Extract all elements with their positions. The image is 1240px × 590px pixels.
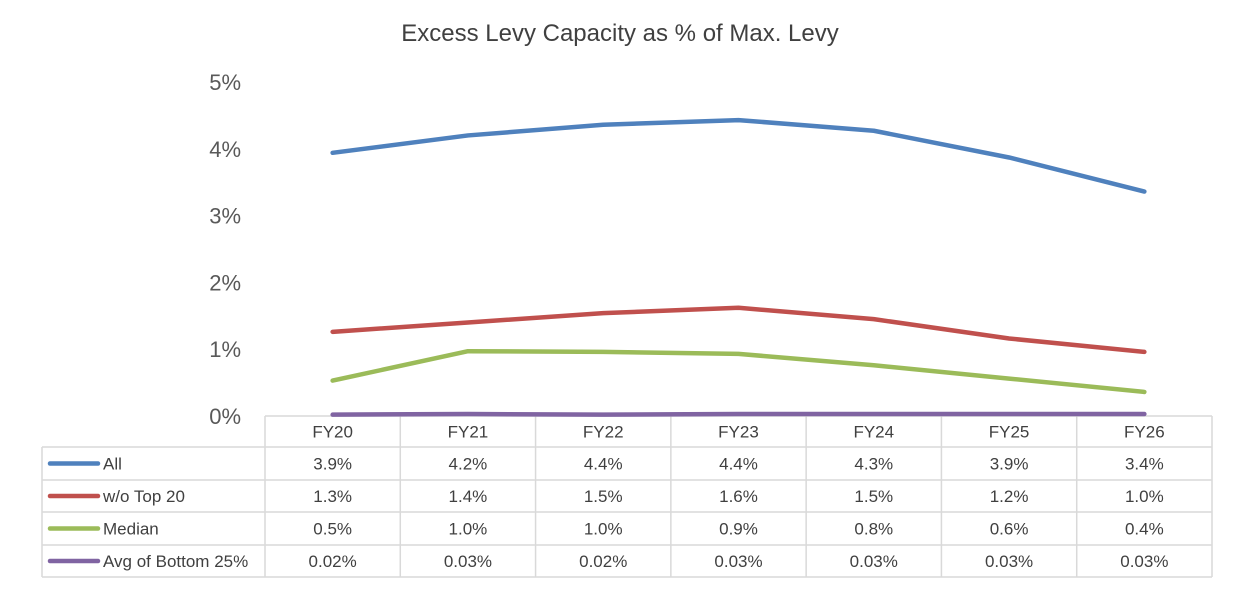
data-label: 0.5% [313,520,352,539]
data-label: 0.02% [309,552,357,571]
data-label: 1.3% [313,487,352,506]
y-tick-label: 4% [209,137,241,162]
data-label: 0.03% [714,552,762,571]
data-label: 0.03% [985,552,1033,571]
data-label: 4.3% [854,455,893,474]
x-category-label: FY24 [853,423,894,442]
data-label: 0.9% [719,520,758,539]
data-label: 4.4% [719,455,758,474]
y-tick-label: 0% [209,404,241,429]
x-category-label: FY23 [718,423,759,442]
y-tick-label: 5% [209,70,241,95]
legend-label: All [103,455,122,474]
series-line [330,117,1147,194]
x-category-label: FY22 [583,423,624,442]
data-label: 0.02% [579,552,627,571]
legend-label: Avg of Bottom 25% [103,552,248,571]
data-label: 1.2% [990,487,1029,506]
y-tick-label: 1% [209,337,241,362]
x-category-label: FY20 [312,423,353,442]
series-line [330,348,1147,395]
data-label: 0.4% [1125,520,1164,539]
legend-label: Median [103,520,159,539]
data-label: 1.0% [449,520,488,539]
x-category-label: FY21 [448,423,489,442]
x-category-label: FY26 [1124,423,1165,442]
y-tick-label: 3% [209,204,241,229]
data-label: 3.9% [990,455,1029,474]
data-label: 1.5% [584,487,623,506]
data-label: 4.2% [449,455,488,474]
data-label: 3.9% [313,455,352,474]
legend-label: w/o Top 20 [102,487,185,506]
series-line [330,411,1147,417]
data-label: 1.6% [719,487,758,506]
data-label: 0.8% [854,520,893,539]
chart-title: Excess Levy Capacity as % of Max. Levy [401,20,839,47]
data-label: 0.03% [444,552,492,571]
x-category-label: FY25 [989,423,1030,442]
data-label: 4.4% [584,455,623,474]
data-label: 0.03% [850,552,898,571]
y-tick-label: 2% [209,270,241,295]
data-label: 1.0% [1125,487,1164,506]
series-line [330,305,1147,355]
data-label: 1.5% [854,487,893,506]
data-label: 0.03% [1120,552,1168,571]
data-label: 0.6% [990,520,1029,539]
data-label: 3.4% [1125,455,1164,474]
data-label: 1.0% [584,520,623,539]
data-label: 1.4% [449,487,488,506]
